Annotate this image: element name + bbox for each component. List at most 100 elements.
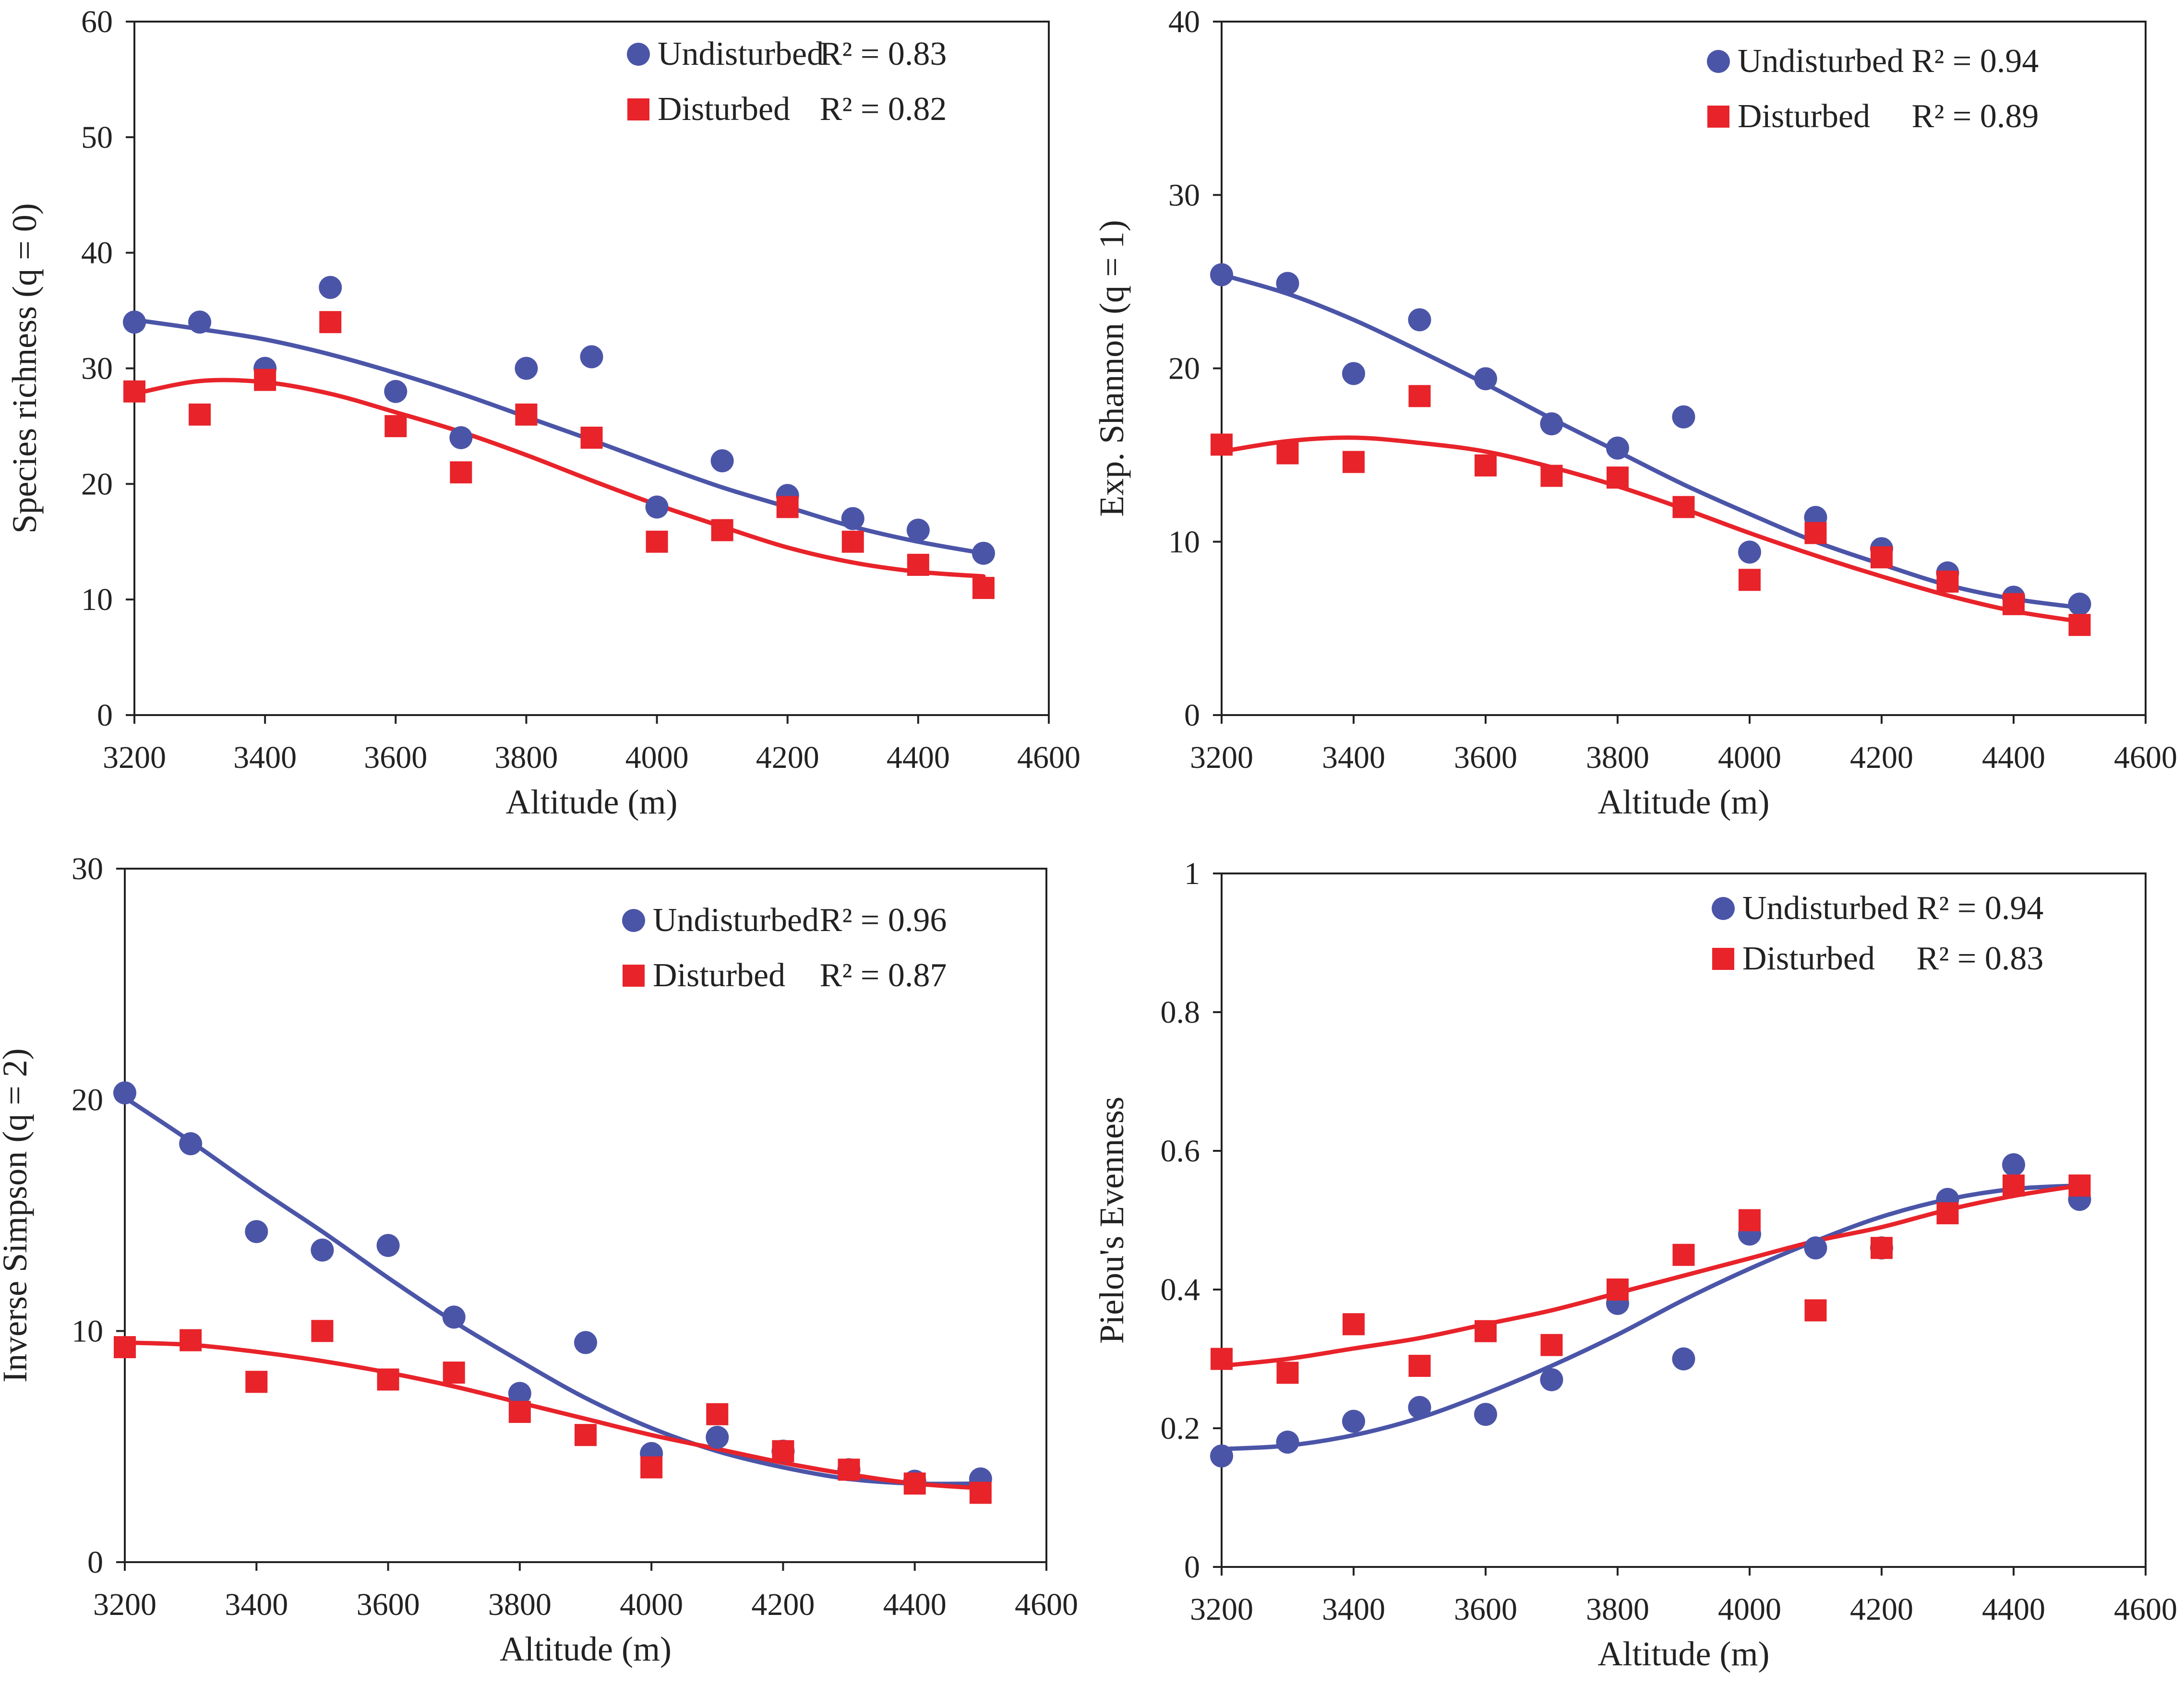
legend-undisturbed-r2: R² = 0.96	[820, 902, 947, 939]
y-axis-title: Exp. Shannon (q = 1)	[1092, 220, 1131, 517]
legend-undisturbed-label: Undisturbed	[1742, 890, 1908, 927]
y-axis-title: Species richness (q = 0)	[5, 203, 44, 533]
x-tick-label: 3800	[1586, 1592, 1649, 1627]
x-tick-label: 4000	[1718, 740, 1781, 775]
undisturbed-point	[1408, 308, 1431, 332]
x-tick-label: 3400	[225, 1587, 288, 1622]
undisturbed-point	[1540, 1368, 1563, 1391]
legend-undisturbed-label: Undisturbed	[1738, 43, 1904, 80]
disturbed-point	[640, 1456, 663, 1479]
y-tick-label: 20	[81, 466, 113, 502]
legend-undisturbed-r2: R² = 0.83	[820, 36, 947, 72]
undisturbed-point	[1672, 1347, 1695, 1371]
x-tick-label: 4400	[1982, 1592, 2045, 1627]
y-tick-label: 20	[72, 1083, 103, 1118]
undisturbed-point	[1672, 405, 1695, 429]
disturbed-point	[254, 369, 276, 391]
legend-undisturbed-marker	[1707, 50, 1730, 73]
disturbed-point	[180, 1329, 202, 1351]
undisturbed-point	[706, 1425, 729, 1449]
undisturbed-point	[1606, 436, 1629, 460]
undisturbed-point	[123, 311, 146, 334]
disturbed-point	[1739, 569, 1761, 591]
disturbed-point	[319, 311, 342, 334]
x-tick-label: 3200	[93, 1587, 156, 1622]
x-axis-title: Altitude (m)	[1598, 783, 1770, 821]
x-tick-label: 3600	[364, 740, 427, 775]
legend-undisturbed-r2: R² = 0.94	[1917, 890, 2044, 927]
undisturbed-point	[2068, 592, 2091, 616]
plot-frame	[124, 868, 1047, 1563]
undisturbed-fit-curve	[122, 1095, 983, 1486]
disturbed-point	[2003, 1174, 2025, 1197]
undisturbed-point	[1342, 1410, 1365, 1433]
y-tick-label: 0.2	[1161, 1411, 1200, 1446]
undisturbed-fit-curve	[1219, 1183, 2082, 1451]
disturbed-point	[1343, 451, 1365, 473]
disturbed-point	[2003, 593, 2025, 615]
y-tick-label: 0	[1184, 698, 1200, 733]
legend-undisturbed-label: Undisturbed	[653, 902, 819, 939]
disturbed-point	[450, 461, 472, 484]
undisturbed-fit-curve	[1219, 272, 2082, 610]
y-tick-label: 10	[72, 1314, 103, 1349]
disturbed-point	[646, 530, 668, 553]
disturbed-point	[1672, 496, 1695, 518]
y-tick-label: 0.8	[1161, 995, 1200, 1030]
x-tick-label: 4000	[625, 740, 689, 775]
disturbed-point	[1211, 1348, 1233, 1370]
x-tick-label: 3600	[1454, 740, 1517, 775]
x-axis-title: Altitude (m)	[500, 1630, 672, 1668]
y-tick-label: 30	[72, 851, 103, 886]
x-tick-label: 4600	[1015, 1587, 1078, 1622]
disturbed-point	[245, 1371, 268, 1393]
x-tick-label: 4200	[751, 1587, 815, 1622]
disturbed-point	[1739, 1209, 1761, 1231]
undisturbed-point	[384, 380, 408, 403]
undisturbed-point	[841, 507, 864, 530]
panel-2: 3200 3400 3600 3800 4000 4200 4400 4600 0 10 20 30 4…	[1092, 4, 2177, 821]
disturbed-point	[384, 415, 407, 437]
undisturbed-point	[449, 426, 473, 449]
undisturbed-point	[1474, 367, 1497, 391]
disturbed-point	[776, 496, 799, 518]
x-axis-title: Altitude (m)	[1598, 1635, 1770, 1673]
x-axis-title: Altitude (m)	[506, 783, 678, 821]
x-tick-label: 3800	[1586, 740, 1649, 775]
undisturbed-point	[1342, 362, 1365, 385]
x-tick-label: 4200	[1850, 1592, 1913, 1627]
legend-disturbed-label: Disturbed	[658, 91, 790, 128]
disturbed-point	[972, 577, 995, 599]
disturbed-point	[114, 1336, 136, 1359]
undisturbed-point	[188, 311, 212, 334]
legend-undisturbed-marker	[627, 43, 650, 66]
legend-disturbed-label: Disturbed	[1738, 98, 1870, 135]
plot-frame	[1221, 872, 2147, 1568]
x-tick-label: 4400	[883, 1587, 947, 1622]
disturbed-point	[711, 519, 733, 541]
y-tick-label: 0	[97, 698, 113, 733]
x-tick-label: 4200	[1850, 740, 1913, 775]
undisturbed-point	[179, 1132, 203, 1156]
disturbed-point	[1276, 442, 1299, 465]
disturbed-point	[580, 427, 603, 449]
undisturbed-point	[376, 1234, 400, 1257]
legend-undisturbed-r2: R² = 0.94	[1912, 43, 2039, 80]
undisturbed-point	[442, 1305, 466, 1329]
undisturbed-point	[1408, 1396, 1431, 1419]
disturbed-point	[1672, 1243, 1695, 1266]
legend-disturbed-marker	[627, 98, 649, 120]
undisturbed-point	[645, 495, 669, 519]
disturbed-point	[508, 1400, 531, 1423]
y-tick-label: 30	[81, 351, 113, 386]
legend-disturbed-label: Disturbed	[1742, 940, 1875, 977]
x-tick-label: 3600	[1454, 1592, 1517, 1627]
undisturbed-point	[580, 345, 603, 369]
disturbed-point	[1276, 1362, 1299, 1384]
undisturbed-point	[1804, 1236, 1827, 1260]
disturbed-point	[772, 1440, 794, 1462]
x-tick-label: 3400	[233, 740, 297, 775]
disturbed-point	[1475, 454, 1497, 477]
disturbed-point	[1211, 433, 1233, 456]
disturbed-point	[1804, 522, 1827, 544]
